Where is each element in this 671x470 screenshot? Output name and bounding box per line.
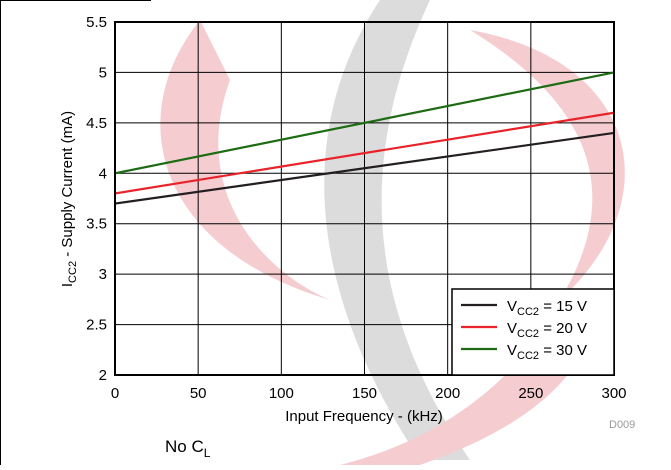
plot-area-border: [114, 21, 615, 376]
legend-label-base: V: [507, 298, 517, 315]
x-tick-label: 250: [518, 385, 543, 402]
series-line-2: [114, 111, 615, 195]
y-tick-label: 3: [99, 266, 107, 283]
legend-label-2: VCC2 = 20 V: [507, 320, 587, 340]
series-line-1: [114, 131, 615, 205]
y-tick-label: 2.5: [86, 317, 107, 334]
series-line-3: [114, 71, 615, 175]
x-tick-label: 200: [435, 385, 460, 402]
condition-note: No CL: [165, 437, 211, 460]
series-lines: [114, 71, 615, 205]
watermark-red-swoosh-right: [470, 30, 625, 300]
y-tick-label: 3.5: [86, 216, 107, 233]
y-tick-label: 5: [99, 64, 107, 81]
watermark-red-swoosh-left: [160, 20, 330, 300]
y-axis-title-sub: CC2: [67, 261, 79, 283]
watermark-grey-swoosh: [324, 0, 470, 460]
x-tick-label: 150: [352, 385, 377, 402]
y-tick-label: 4: [99, 165, 107, 182]
figure-code-label: D009: [609, 419, 635, 431]
legend-label-3: VCC2 = 30 V: [507, 342, 587, 362]
y-axis-title-base: I: [59, 283, 76, 287]
x-tick-label: 50: [190, 385, 207, 402]
legend-label-base: V: [507, 320, 517, 337]
condition-note-sub: L: [204, 446, 211, 460]
x-tick-label: 300: [601, 385, 626, 402]
legend-label-sub: CC2: [517, 350, 539, 362]
legend-label-rest: = 30 V: [539, 342, 587, 359]
y-tick-label: 4.5: [86, 115, 107, 132]
legend-label-base: V: [507, 342, 517, 359]
legend-label-sub: CC2: [517, 306, 539, 318]
watermark-logo: [160, 0, 625, 465]
x-tick-label: 0: [111, 385, 119, 402]
y-tick-label: 5.5: [86, 14, 107, 31]
condition-note-base: No C: [165, 437, 204, 456]
x-tick-labels: 0 50 100 150 200 250 300: [111, 385, 627, 402]
y-tick-labels: 2 2.5 3 3.5 4 4.5 5 5.5: [86, 14, 107, 384]
legend-label-sub: CC2: [517, 328, 539, 340]
y-axis-title: ICC2 - Supply Current (mA): [59, 111, 79, 287]
x-axis-title: Input Frequency - (kHz): [285, 408, 443, 425]
x-tick-label: 100: [269, 385, 294, 402]
legend-label-rest: = 15 V: [539, 298, 587, 315]
y-axis-title-rest: - Supply Current (mA): [59, 111, 76, 261]
legend-label-rest: = 20 V: [539, 320, 587, 337]
legend-label-1: VCC2 = 15 V: [507, 298, 587, 318]
y-tick-label: 2: [99, 367, 107, 384]
legend-box: [451, 288, 615, 376]
